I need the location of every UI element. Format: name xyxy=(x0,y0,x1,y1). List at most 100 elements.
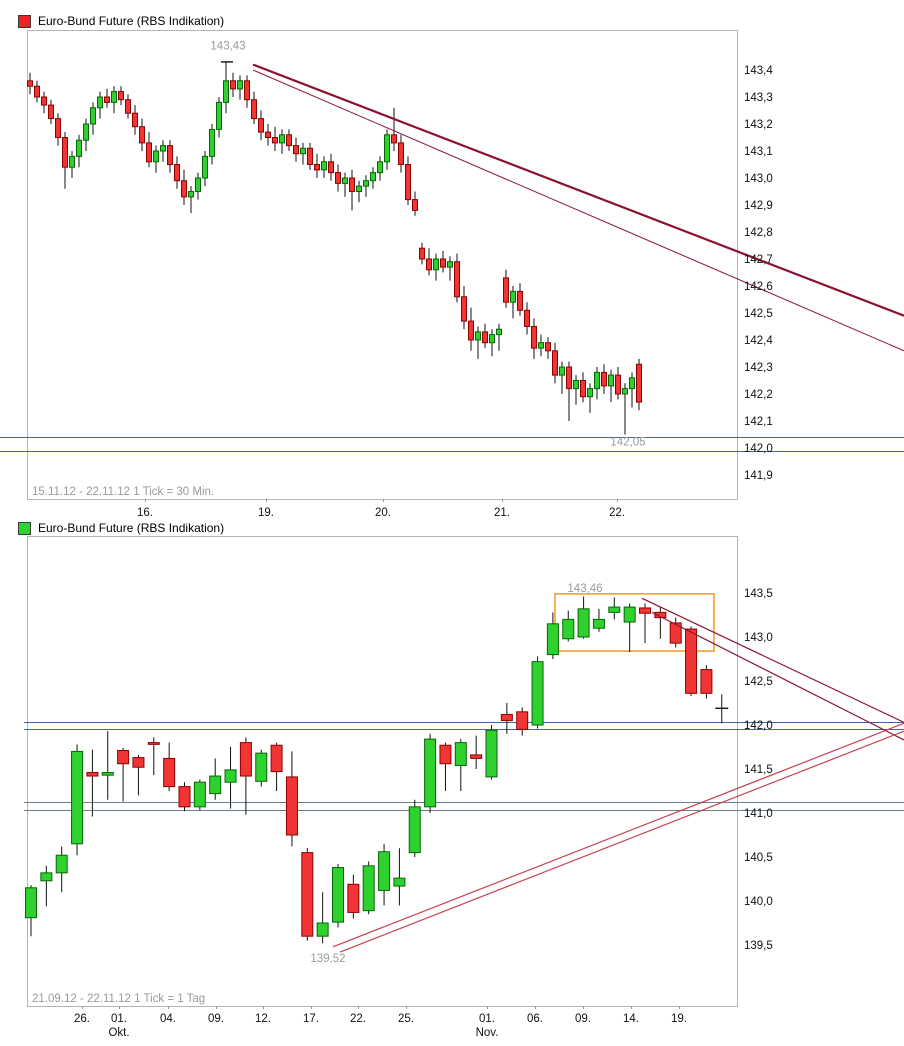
chart-label: 141,0 xyxy=(744,808,773,820)
candle-body-down xyxy=(500,713,513,722)
candle xyxy=(485,725,498,780)
trend-line xyxy=(339,730,904,953)
candle-body-up xyxy=(454,742,467,766)
candle-body-up xyxy=(362,865,375,912)
candle xyxy=(623,603,636,652)
candle-body-down xyxy=(62,137,68,168)
candle xyxy=(424,733,437,813)
candle xyxy=(370,167,376,189)
candle-body-up xyxy=(321,161,327,171)
chart-label: 21.09.12 - 22.11.12 1 Tick = 1 Tag xyxy=(32,993,205,1005)
candle xyxy=(393,848,406,906)
chart-label: 01. xyxy=(111,1013,127,1025)
candle xyxy=(167,140,173,173)
candle-body-up xyxy=(608,374,614,387)
candle-body-up xyxy=(378,851,391,891)
candle-body-up xyxy=(370,172,376,182)
candle xyxy=(321,156,327,178)
chart-label: 01. xyxy=(479,1013,495,1025)
chart-label: 142,9 xyxy=(744,200,773,212)
candle xyxy=(40,865,53,907)
candle-body-up xyxy=(209,775,222,795)
candle-body-up xyxy=(546,623,559,656)
candle-body-up xyxy=(433,258,439,271)
candle xyxy=(41,91,47,114)
candle-body-up xyxy=(300,147,306,155)
candle xyxy=(101,731,114,800)
candle xyxy=(356,180,362,203)
candle xyxy=(286,129,292,151)
chart-label: 04. xyxy=(160,1013,176,1025)
chart-label: 141,9 xyxy=(744,470,773,482)
candle xyxy=(209,124,215,165)
chart-label: 143,1 xyxy=(744,146,773,158)
candle-body-up xyxy=(209,128,215,157)
candle xyxy=(174,156,180,189)
candle xyxy=(559,361,565,394)
candle-body-up xyxy=(424,738,437,808)
candle-body-down xyxy=(285,776,298,836)
candle xyxy=(316,892,329,944)
candle-body-up xyxy=(531,661,544,726)
candle xyxy=(307,142,313,170)
candle xyxy=(34,80,40,103)
chart-label: 20. xyxy=(375,507,391,519)
chart-label: 143,3 xyxy=(744,92,773,104)
candle xyxy=(577,596,590,639)
candle-body-up xyxy=(485,729,498,778)
candle-body-up xyxy=(510,290,516,303)
candle-body-up xyxy=(40,872,53,882)
candle-body-down xyxy=(349,177,355,192)
candle-body-up xyxy=(224,769,237,783)
candle-body-up xyxy=(76,139,82,157)
chart-label: 15.11.12 - 22.11.12 1 Tick = 30 Min. xyxy=(32,486,214,498)
candle-body-up xyxy=(193,781,206,808)
chart-label: 143,43 xyxy=(210,41,245,53)
candle-body-up xyxy=(216,101,222,130)
candle xyxy=(496,323,502,351)
candle xyxy=(454,739,467,791)
candle xyxy=(573,375,579,405)
candle-body-down xyxy=(272,137,278,144)
candle xyxy=(342,172,348,197)
candle xyxy=(587,383,593,413)
candle xyxy=(335,164,341,192)
candle-body-down xyxy=(419,247,425,260)
candle xyxy=(562,610,575,642)
candle xyxy=(251,91,257,124)
candle-body-up xyxy=(55,854,68,874)
candle xyxy=(293,137,299,162)
candle xyxy=(55,846,68,893)
candle-body-down xyxy=(230,80,236,90)
candle-body-down xyxy=(27,80,33,87)
chart-label: 21. xyxy=(494,507,510,519)
chart-label: 140,5 xyxy=(744,852,773,864)
candle xyxy=(391,107,397,151)
candle xyxy=(202,151,208,187)
candle-body-up xyxy=(577,608,590,638)
chart-label: 26. xyxy=(74,1013,90,1025)
candle xyxy=(265,124,271,146)
candle-body-up xyxy=(188,191,194,198)
candle xyxy=(153,145,159,173)
candle xyxy=(654,607,667,639)
candle-body-down xyxy=(454,261,460,298)
candle xyxy=(255,749,268,787)
candle-body-up xyxy=(316,922,329,937)
candle-body-up xyxy=(592,618,605,629)
candle-body-down xyxy=(139,126,145,144)
candle-body-down xyxy=(41,96,47,106)
candle xyxy=(500,703,513,734)
candle xyxy=(601,364,607,394)
candle-body-down xyxy=(328,161,334,174)
candle-body-down xyxy=(104,96,110,103)
candle xyxy=(615,367,621,400)
candle xyxy=(482,323,488,349)
candle xyxy=(608,597,621,620)
candle-body-down xyxy=(132,112,138,128)
candle xyxy=(139,118,145,151)
candle xyxy=(545,337,551,359)
candle-body-down xyxy=(566,366,572,390)
candle-body-down xyxy=(517,290,523,311)
chart-label: 139,52 xyxy=(310,953,345,965)
